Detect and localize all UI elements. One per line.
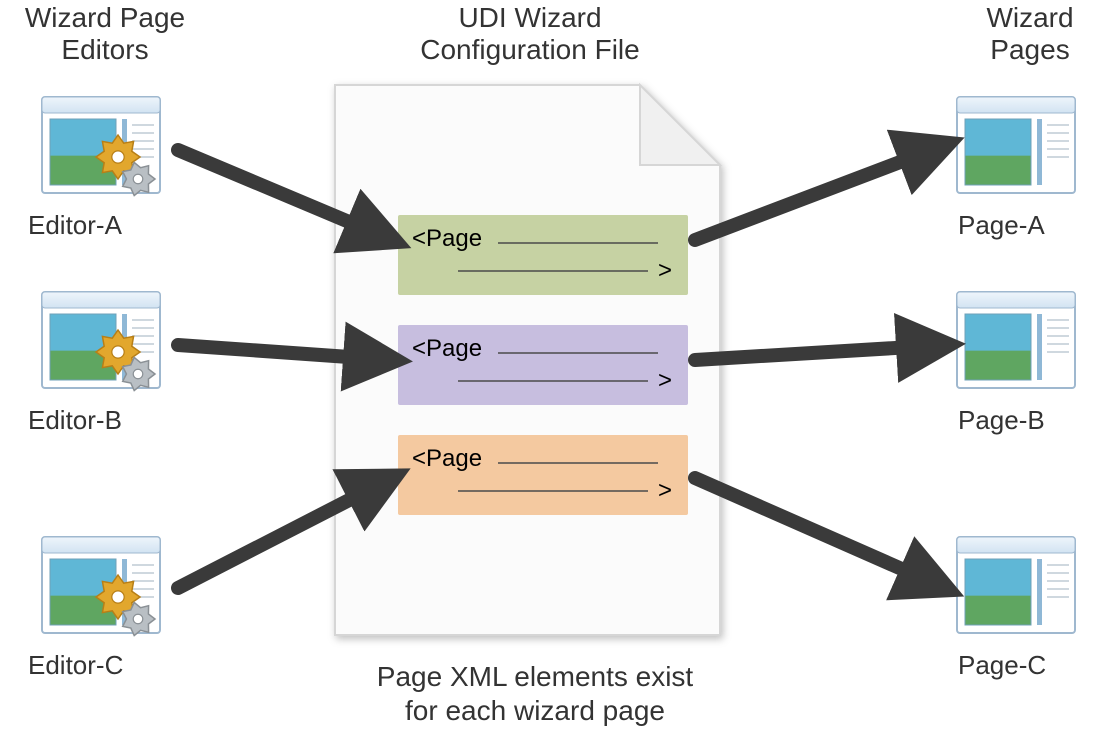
caption-line1: Page XML elements exist <box>365 660 705 694</box>
page-close-b: > <box>658 367 672 395</box>
arrow-3 <box>695 145 945 240</box>
caption-line2: for each wizard page <box>365 694 705 728</box>
heading-left: Wizard Page Editors <box>0 2 210 66</box>
arrow-5 <box>695 478 945 588</box>
editor-c-icon <box>40 535 170 652</box>
heading-center: UDI Wizard Configuration File <box>380 2 680 66</box>
page-lines-c <box>398 435 688 515</box>
heading-right-line2: Pages <box>960 34 1100 66</box>
page-element-box-c: <Page > <box>398 435 688 515</box>
arrow-4 <box>695 345 945 360</box>
editor-b-label: Editor-B <box>28 405 122 436</box>
page-element-box-b: <Page > <box>398 325 688 405</box>
page-c-label: Page-C <box>958 650 1046 681</box>
editor-c-label: Editor-C <box>28 650 123 681</box>
page-a-label: Page-A <box>958 210 1045 241</box>
page-lines-b <box>398 325 688 405</box>
page-element-box-a: <Page > <box>398 215 688 295</box>
page-lines-a <box>398 215 688 295</box>
heading-center-line2: Configuration File <box>380 34 680 66</box>
page-b-label: Page-B <box>958 405 1045 436</box>
page-a-icon <box>955 95 1085 212</box>
page-b-icon <box>955 290 1085 407</box>
page-close-a: > <box>658 257 672 285</box>
page-close-c: > <box>658 477 672 505</box>
page-c-icon <box>955 535 1085 652</box>
editor-b-icon <box>40 290 170 407</box>
heading-left-line1: Wizard Page <box>0 2 210 34</box>
heading-right-line1: Wizard <box>960 2 1100 34</box>
heading-left-line2: Editors <box>0 34 210 66</box>
heading-right: Wizard Pages <box>960 2 1100 66</box>
editor-a-label: Editor-A <box>28 210 122 241</box>
caption: Page XML elements exist for each wizard … <box>365 660 705 727</box>
editor-a-icon <box>40 95 170 212</box>
heading-center-line1: UDI Wizard <box>380 2 680 34</box>
